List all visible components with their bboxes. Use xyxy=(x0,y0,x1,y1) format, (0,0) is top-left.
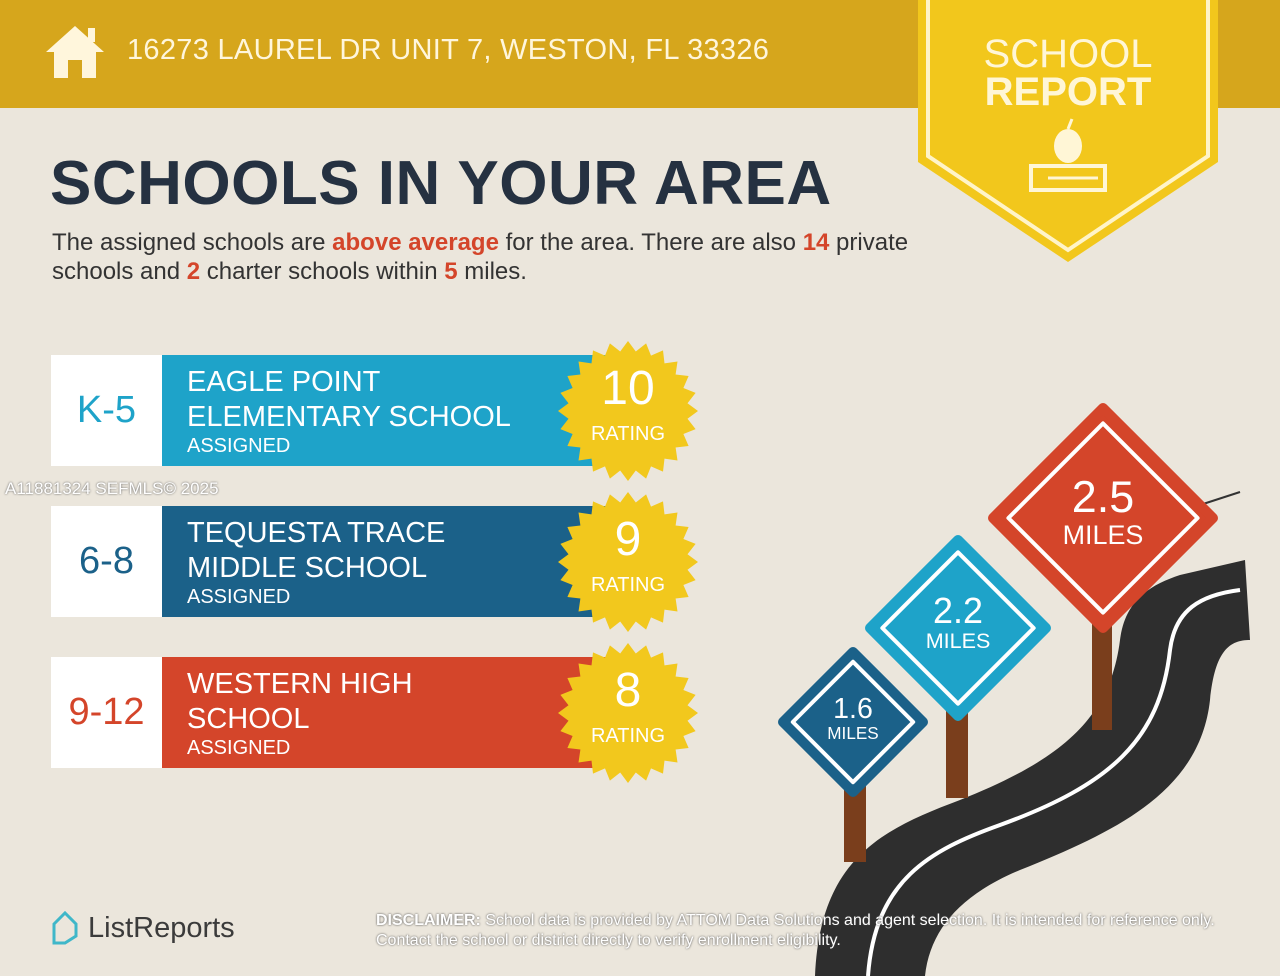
home-icon xyxy=(46,26,104,78)
distance-sign xyxy=(865,535,1051,721)
grade-range: 6-8 xyxy=(51,506,162,617)
starburst-shape xyxy=(558,643,698,783)
property-address: 16273 LAUREL DR UNIT 7, WESTON, FL 33326 xyxy=(127,34,770,66)
badge-line2: REPORT xyxy=(984,70,1152,114)
school-row: 6-8 TEQUESTA TRACE MIDDLE SCHOOL ASSIGNED xyxy=(51,506,611,617)
rating-value: 8 xyxy=(614,664,642,717)
grade-range: 9-12 xyxy=(51,657,162,768)
school-info: TEQUESTA TRACE MIDDLE SCHOOL ASSIGNED xyxy=(162,506,611,617)
apple-on-books-icon xyxy=(1029,118,1107,192)
grade-range: K-5 xyxy=(51,355,162,466)
distance-label: 1.6 MILES xyxy=(827,692,879,744)
school-info: WESTERN HIGH SCHOOL ASSIGNED xyxy=(162,657,611,768)
mls-watermark: A11881324 SEFMLS© 2025 xyxy=(5,479,219,498)
rating-label: RATING xyxy=(590,725,666,747)
school-name: WESTERN HIGH SCHOOL xyxy=(187,668,413,735)
rating-label: RATING xyxy=(590,423,666,445)
rating-badge: 9 RATING xyxy=(558,492,698,632)
rating-value: 10 xyxy=(601,362,655,415)
listreports-logo: ListReports xyxy=(50,910,235,946)
distance-sign xyxy=(988,403,1218,633)
rating-badge: 8 RATING xyxy=(558,643,698,783)
distance-label: 2.5 MILES xyxy=(1062,470,1144,550)
school-row: K-5 EAGLE POINT ELEMENTARY SCHOOL ASSIGNE… xyxy=(51,355,611,466)
distance-sign xyxy=(778,647,928,797)
assignment-status: ASSIGNED xyxy=(187,737,291,759)
badge-line1: SCHOOL xyxy=(983,32,1153,76)
school-name: EAGLE POINT ELEMENTARY SCHOOL xyxy=(187,366,511,433)
school-info: EAGLE POINT ELEMENTARY SCHOOL ASSIGNED xyxy=(162,355,611,466)
rating-label: RATING xyxy=(590,574,666,596)
disclaimer: DISCLAIMER: School data is provided by A… xyxy=(376,912,1215,949)
starburst-shape xyxy=(558,341,698,481)
distance-label: 2.2 MILES xyxy=(925,590,991,654)
assignment-status: ASSIGNED xyxy=(187,586,291,608)
page-title: SCHOOLS IN YOUR AREA xyxy=(50,149,832,218)
school-name: TEQUESTA TRACE MIDDLE SCHOOL xyxy=(187,517,446,584)
summary-text: The assigned schools are above average f… xyxy=(52,229,909,285)
rating-badge: 10 RATING xyxy=(558,341,698,481)
listreports-logo-icon xyxy=(52,910,78,945)
assignment-status: ASSIGNED xyxy=(187,435,291,457)
rating-value: 9 xyxy=(614,513,642,566)
starburst-shape xyxy=(558,492,698,632)
school-row: 9-12 WESTERN HIGH SCHOOL ASSIGNED xyxy=(51,657,611,768)
